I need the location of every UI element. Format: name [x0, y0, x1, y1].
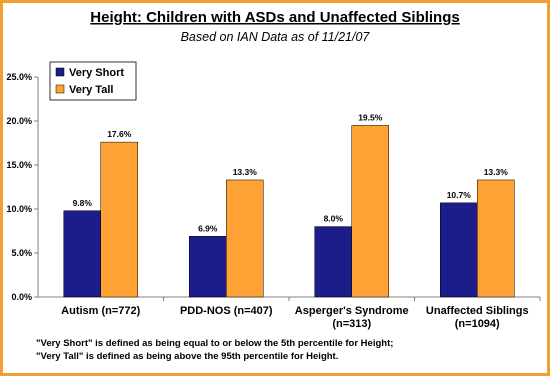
value-label: 13.3%	[484, 167, 509, 177]
y-tick-label: 5.0%	[11, 248, 32, 258]
y-tick-label: 10.0%	[6, 204, 32, 214]
legend-swatch	[55, 67, 65, 77]
value-label: 19.5%	[358, 112, 383, 122]
legend-swatch	[55, 84, 65, 94]
bar	[189, 236, 227, 298]
chart-title: Height: Children with ASDs and Unaffecte…	[90, 9, 459, 26]
x-tick-label: Autism (n=772)	[61, 305, 141, 317]
value-label: 17.6%	[107, 129, 132, 139]
y-tick-label: 15.0%	[6, 160, 32, 170]
y-tick-label: 25.0%	[6, 72, 32, 82]
legend-label: Very Tall	[69, 84, 113, 96]
value-label: 10.7%	[447, 190, 472, 200]
x-tick-label: PDD-NOS (n=407)	[179, 305, 273, 317]
value-label: 8.0%	[324, 214, 344, 224]
x-tick-label: Unaffected Siblings (n=1094)	[425, 305, 529, 330]
y-tick-label: 0.0%	[11, 292, 32, 302]
footnote: "Very Tall" is defined as being above th…	[36, 351, 339, 362]
x-tick-label: Asperger's Syndrome (n=313)	[294, 305, 409, 330]
value-label: 13.3%	[233, 167, 258, 177]
y-tick-label: 20.0%	[6, 116, 32, 126]
bar	[440, 202, 478, 298]
bar	[100, 141, 138, 298]
bar	[351, 125, 389, 298]
bar	[63, 210, 101, 298]
bar	[226, 179, 264, 298]
bar	[314, 226, 352, 298]
legend-label: Very Short	[69, 67, 124, 79]
legend-box	[49, 61, 137, 101]
chart-subtitle: Based on IAN Data as of 11/21/07	[181, 30, 371, 44]
bar	[477, 179, 515, 298]
footnote: "Very Short" is defined as being equal t…	[36, 338, 394, 349]
value-label: 6.9%	[198, 223, 218, 233]
value-label: 9.8%	[73, 198, 93, 208]
